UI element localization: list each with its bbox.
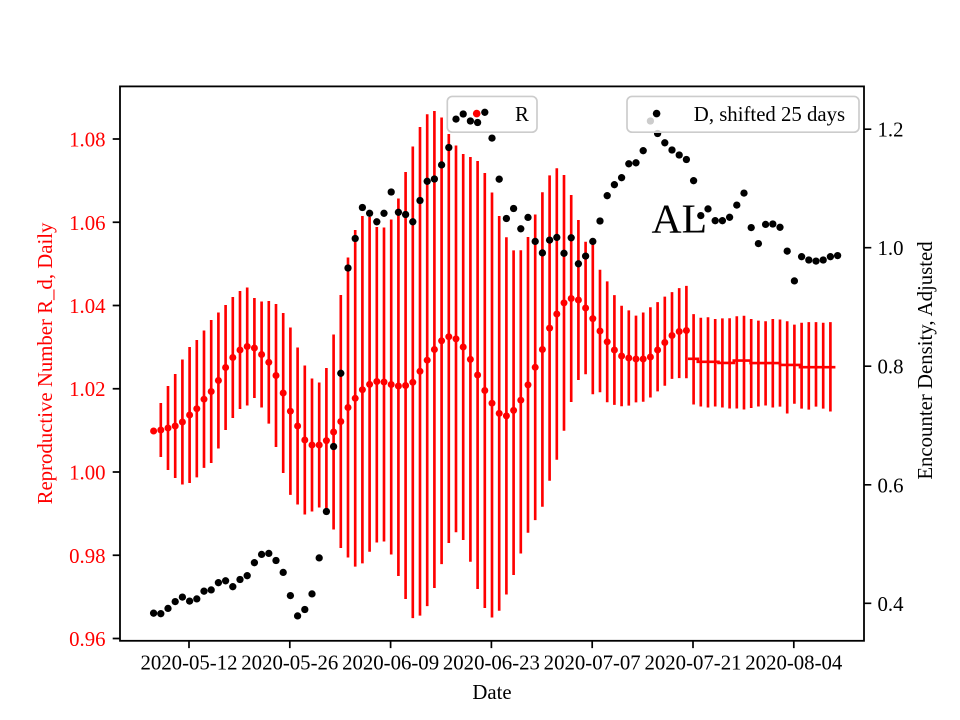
svg-text:1.08: 1.08: [69, 129, 105, 152]
svg-text:1.00: 1.00: [69, 462, 105, 485]
svg-text:Encounter Density, Adjusted: Encounter Density, Adjusted: [914, 241, 937, 480]
svg-text:1.06: 1.06: [69, 212, 105, 235]
svg-text:0.4: 0.4: [878, 593, 905, 616]
svg-text:R: R: [515, 103, 529, 126]
svg-text:1.02: 1.02: [69, 378, 105, 401]
svg-text:0.96: 0.96: [69, 628, 105, 651]
svg-text:1.04: 1.04: [69, 295, 106, 318]
svg-text:2020-07-07: 2020-07-07: [544, 652, 641, 675]
svg-text:0.6: 0.6: [878, 474, 904, 497]
svg-text:2020-06-23: 2020-06-23: [443, 652, 540, 675]
svg-text:2020-08-04: 2020-08-04: [745, 652, 843, 675]
svg-text:2020-06-09: 2020-06-09: [342, 652, 439, 675]
svg-text:2020-05-26: 2020-05-26: [241, 652, 338, 675]
svg-text:Date: Date: [472, 681, 511, 704]
svg-text:1.2: 1.2: [878, 119, 904, 142]
svg-text:1.0: 1.0: [878, 237, 904, 260]
svg-text:2020-07-21: 2020-07-21: [644, 652, 741, 675]
svg-text:2020-05-12: 2020-05-12: [140, 652, 237, 675]
svg-text:Reproductive Number R_d, Daily: Reproductive Number R_d, Daily: [34, 222, 57, 504]
svg-text:0.98: 0.98: [69, 545, 105, 568]
svg-text:AL: AL: [652, 197, 708, 243]
svg-text:0.8: 0.8: [878, 356, 904, 379]
svg-text:D, shifted 25 days: D, shifted 25 days: [694, 103, 845, 126]
